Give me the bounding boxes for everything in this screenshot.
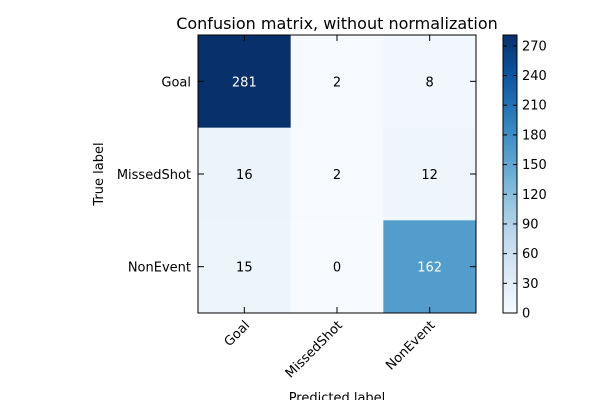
heatmap-cell: [290, 220, 384, 314]
x-tick-labels: Goal MissedShot NonEvent: [222, 318, 439, 381]
cell-value-label: 162: [417, 261, 442, 276]
heatmap-cell: [383, 220, 477, 314]
x-tick-label: Goal: [222, 318, 254, 350]
heatmap-cell: [383, 127, 477, 221]
colorbar-tick-label: 150: [522, 158, 547, 173]
y-tick-label: NonEvent: [128, 261, 191, 276]
colorbar-tick-label: 30: [522, 277, 539, 292]
colorbar-gradient: [503, 35, 517, 313]
x-tick-label: MissedShot: [283, 318, 346, 381]
colorbar-tick-label: 210: [522, 99, 547, 114]
colorbar-tick-label: 90: [522, 217, 539, 232]
colorbar-tick-label: 0: [522, 307, 530, 322]
colorbar-ticks: 0 30 60 90 120 150 180 210 240 270: [503, 39, 547, 322]
cell-value-label: 2: [333, 168, 341, 183]
y-tick-label: MissedShot: [117, 168, 191, 183]
cell-value-label: 2: [333, 75, 341, 90]
x-axis-label: Predicted label: [289, 391, 386, 400]
colorbar-tick-label: 120: [522, 188, 547, 203]
cell-value-label: 281: [232, 75, 257, 90]
cell-value-label: 8: [426, 75, 434, 90]
cell-value-label: 15: [236, 261, 253, 276]
y-tick-label: Goal: [161, 75, 191, 90]
heatmap-cell: [290, 35, 384, 129]
cell-value-label: 12: [421, 168, 438, 183]
x-tick-label: NonEvent: [383, 318, 438, 373]
colorbar-tick-label: 60: [522, 247, 539, 262]
cell-value-label: 0: [333, 261, 341, 276]
colorbar-tick-label: 180: [522, 128, 547, 143]
y-axis-label: True label: [92, 142, 107, 206]
colorbar-tick-label: 270: [522, 39, 547, 54]
heatmap-cells: [198, 35, 477, 314]
y-tick-labels: Goal MissedShot NonEvent: [117, 75, 191, 275]
colorbar-frame: [502, 34, 518, 314]
heatmap-cell: [198, 35, 292, 129]
heatmap-cell: [290, 127, 384, 221]
chart-title: Confusion matrix, without normalization: [176, 14, 498, 33]
heatmap-cell: [198, 220, 292, 314]
heatmap-cell: [198, 127, 292, 221]
colorbar-tick-label: 240: [522, 69, 547, 84]
heatmap-cell: [383, 35, 477, 129]
cell-value-label: 16: [236, 168, 253, 183]
axis-ticks: [198, 35, 476, 313]
